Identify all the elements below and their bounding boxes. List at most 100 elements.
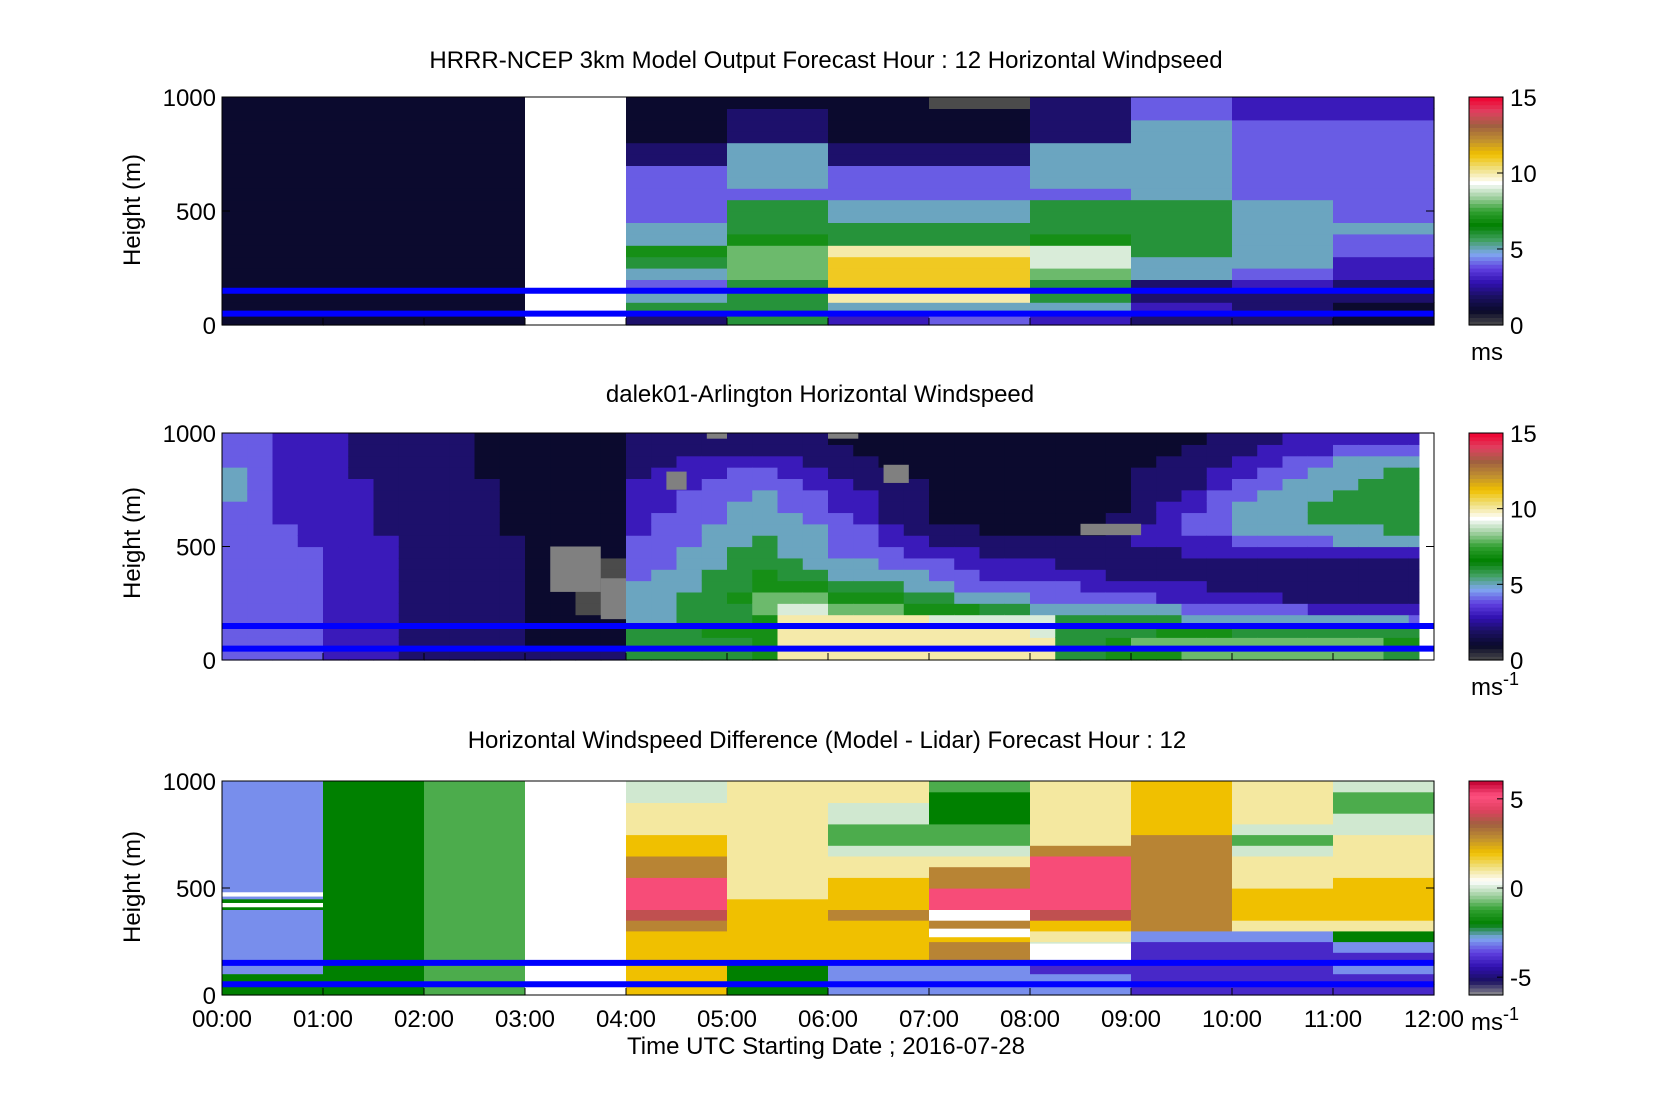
heatmap-cell bbox=[1307, 501, 1334, 514]
heatmap-cell bbox=[1307, 625, 1334, 638]
heatmap-cell bbox=[525, 813, 627, 825]
heatmap-cell bbox=[752, 501, 779, 514]
heatmap-cell bbox=[1055, 444, 1082, 457]
heatmap-cell bbox=[323, 245, 425, 258]
heatmap-cell bbox=[626, 845, 728, 857]
heatmap-cell bbox=[575, 467, 602, 479]
heatmap-cell bbox=[1156, 569, 1183, 582]
heatmap-cell bbox=[1131, 909, 1233, 921]
heatmap-cell bbox=[1232, 523, 1258, 536]
heatmap-cell bbox=[1181, 501, 1208, 514]
heatmap-cell bbox=[1232, 888, 1334, 900]
colorbar-segment bbox=[1469, 618, 1503, 623]
heatmap-cell bbox=[222, 802, 324, 814]
heatmap-cell bbox=[853, 444, 880, 457]
colorbar-segment bbox=[1469, 309, 1503, 315]
colorbar-segment bbox=[1469, 108, 1503, 113]
heatmap-cell bbox=[550, 535, 577, 548]
heatmap-cell bbox=[1232, 188, 1334, 201]
heatmap-cell bbox=[424, 920, 526, 932]
y-tick-label: 0 bbox=[203, 648, 216, 675]
heatmap-cell bbox=[222, 268, 324, 280]
heatmap-cell bbox=[828, 866, 930, 878]
heatmap-cell bbox=[424, 546, 450, 559]
heatmap-cell bbox=[222, 781, 324, 793]
heatmap-cell bbox=[727, 489, 753, 502]
heatmap-cell bbox=[474, 614, 501, 627]
heatmap-cell bbox=[449, 580, 476, 593]
colorbar-segment bbox=[1469, 474, 1503, 479]
heatmap-cell bbox=[1333, 813, 1435, 825]
heatmap-cell bbox=[828, 268, 930, 280]
heatmap-cell bbox=[1004, 444, 1031, 457]
heatmap-cell bbox=[752, 546, 779, 559]
heatmap-cell bbox=[828, 478, 854, 491]
colorbar-segment bbox=[1469, 542, 1503, 548]
colorbar-segment bbox=[1469, 252, 1503, 258]
heatmap-cell bbox=[1333, 501, 1359, 514]
colorbar-segment bbox=[1469, 482, 1503, 487]
heatmap-cell bbox=[1307, 455, 1334, 468]
colorbar-unit: ms bbox=[1471, 339, 1503, 366]
heatmap-cell bbox=[1333, 962, 1435, 975]
heatmap-cell bbox=[348, 614, 375, 627]
heatmap-cell bbox=[550, 467, 577, 479]
heatmap-cell bbox=[575, 637, 602, 650]
heatmap-cell bbox=[1030, 855, 1132, 868]
heatmap-cell bbox=[1282, 455, 1309, 468]
y-tick-label: 1000 bbox=[163, 85, 216, 112]
heatmap-cell bbox=[1282, 580, 1309, 593]
heatmap-cell bbox=[1358, 433, 1385, 445]
heatmap-cell bbox=[272, 455, 299, 468]
heatmap-cell bbox=[626, 813, 728, 825]
heatmap-cell bbox=[979, 625, 1006, 638]
colorbar-segment bbox=[1469, 891, 1503, 896]
heatmap-cell bbox=[1131, 866, 1233, 878]
heatmap-cell bbox=[1358, 580, 1385, 593]
colorbar-segment bbox=[1469, 791, 1503, 796]
heatmap-cell bbox=[424, 898, 526, 910]
heatmap-cell bbox=[828, 930, 930, 943]
heatmap-cell bbox=[802, 489, 829, 502]
heatmap-cell bbox=[1257, 603, 1284, 616]
heatmap-cell bbox=[1156, 478, 1183, 491]
heatmap-cell bbox=[929, 512, 955, 525]
heatmap-cell bbox=[1307, 637, 1334, 650]
heatmap-cell bbox=[1030, 523, 1056, 536]
heatmap-cell bbox=[222, 444, 248, 457]
heatmap-cell bbox=[1232, 557, 1258, 570]
heatmap-cell bbox=[449, 444, 476, 457]
heatmap-cell bbox=[626, 781, 728, 793]
heatmap-cell bbox=[1333, 222, 1435, 235]
heatmap-cell bbox=[1131, 855, 1233, 868]
heatmap-cell bbox=[802, 467, 829, 479]
heatmap-cell bbox=[1257, 614, 1284, 627]
heatmap-cell bbox=[323, 888, 425, 900]
heatmap-cell bbox=[222, 603, 248, 616]
heatmap-cell bbox=[1333, 455, 1359, 468]
heatmap-cell bbox=[1105, 433, 1132, 445]
heatmap-cell bbox=[1333, 580, 1359, 593]
x-tick-label: 11:00 bbox=[1304, 1006, 1362, 1033]
heatmap-cell bbox=[1383, 569, 1410, 582]
heatmap-cell bbox=[247, 614, 274, 627]
heatmap-cell bbox=[222, 188, 324, 201]
heatmap-cell bbox=[222, 154, 324, 166]
heatmap-cell bbox=[525, 941, 627, 953]
heatmap-cell bbox=[424, 962, 526, 975]
heatmap-cell bbox=[1232, 512, 1258, 525]
heatmap-cell bbox=[1030, 603, 1056, 616]
heatmap-cell bbox=[1131, 930, 1233, 943]
heatmap-cell bbox=[676, 637, 703, 650]
colorbar-segment bbox=[1469, 100, 1503, 106]
heatmap-cell bbox=[626, 648, 652, 661]
heatmap-cell bbox=[1055, 557, 1082, 570]
heatmap-cell bbox=[1181, 625, 1208, 638]
heatmap-cell bbox=[398, 478, 425, 491]
heatmap-cell bbox=[954, 625, 981, 638]
heatmap-cell bbox=[626, 984, 728, 996]
heatmap-cell bbox=[600, 467, 627, 479]
heatmap-cell bbox=[727, 920, 829, 932]
panel-title: dalek01-Arlington Horizontal Windspeed bbox=[606, 381, 1034, 408]
heatmap-cell bbox=[828, 501, 854, 514]
